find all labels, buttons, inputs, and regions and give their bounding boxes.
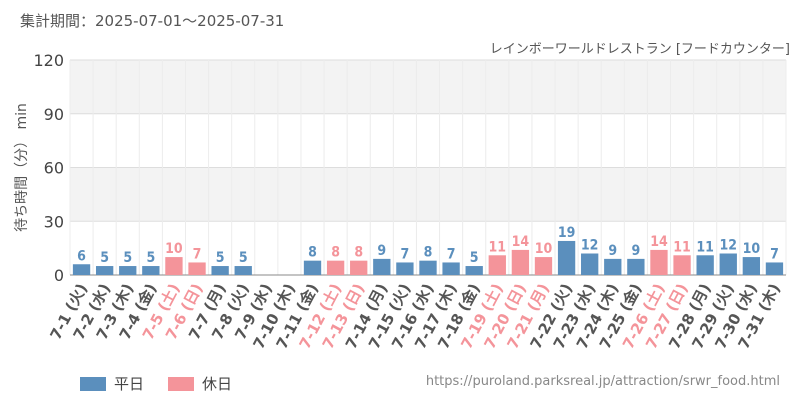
data-label: 10	[165, 241, 183, 257]
bar	[742, 257, 761, 275]
data-label: 9	[608, 243, 617, 259]
data-label: 12	[581, 238, 599, 254]
data-label: 8	[331, 245, 340, 261]
legend-item-weekday: 平日	[80, 373, 144, 394]
bar	[211, 266, 229, 275]
bar	[488, 255, 506, 275]
bar	[765, 262, 784, 275]
data-label: 12	[719, 238, 737, 254]
bar	[604, 258, 622, 275]
y-tick-label: 30	[44, 212, 64, 231]
data-label: 7	[447, 246, 456, 262]
data-label: 5	[239, 250, 248, 266]
data-label: 8	[308, 245, 317, 261]
y-tick-label: 90	[44, 105, 64, 124]
bar	[165, 257, 183, 275]
data-label: 11	[489, 239, 507, 255]
chart-legend: 平日 休日	[80, 373, 256, 394]
y-tick-label: 0	[54, 266, 64, 285]
bar	[442, 262, 460, 275]
data-label: 6	[77, 248, 86, 264]
grid-band	[70, 60, 786, 114]
data-label: 14	[650, 234, 668, 250]
data-label: 7	[401, 246, 410, 262]
data-label: 8	[424, 245, 433, 261]
data-label: 14	[512, 234, 530, 250]
bar	[72, 264, 91, 275]
y-tick-label: 60	[44, 159, 64, 178]
bar	[557, 240, 576, 275]
bar	[465, 266, 483, 275]
grid-band	[70, 167, 786, 222]
legend-item-holiday: 休日	[168, 373, 232, 394]
bar	[234, 266, 252, 275]
source-url: https://puroland.parksreal.jp/attraction…	[425, 374, 780, 389]
bar	[581, 253, 599, 275]
bar	[673, 255, 691, 275]
bar	[650, 249, 668, 275]
bar	[373, 258, 391, 275]
bar	[326, 260, 345, 275]
legend-label-holiday: 休日	[202, 375, 233, 393]
data-label: 9	[631, 243, 640, 259]
chart-subtitle: レインボーワールドレストラン [フードカウンター]	[489, 42, 790, 57]
data-label: 8	[354, 245, 363, 261]
data-label: 5	[123, 250, 132, 266]
legend-label-weekday: 平日	[114, 375, 145, 393]
bar	[419, 260, 437, 275]
data-label: 5	[100, 250, 109, 266]
bar	[396, 262, 414, 275]
bar	[534, 257, 553, 275]
period-label: 集計期間：2025-07-01～2025-07-31	[20, 12, 285, 30]
y-tick-label: 120	[33, 51, 64, 70]
data-label: 9	[377, 243, 386, 259]
data-label: 19	[558, 225, 576, 241]
bar	[188, 262, 206, 275]
data-label: 5	[216, 250, 225, 266]
bar	[627, 258, 645, 275]
data-label: 5	[146, 250, 155, 266]
bar	[696, 255, 714, 275]
data-label: 10	[743, 241, 761, 257]
bar	[142, 266, 160, 275]
legend-swatch-holiday	[168, 376, 195, 391]
legend-swatch-weekday	[80, 376, 106, 391]
bar	[511, 249, 530, 275]
data-label: 7	[770, 246, 779, 262]
data-label: 10	[535, 241, 553, 257]
bar	[719, 253, 737, 275]
data-label: 11	[673, 239, 691, 255]
bar	[303, 260, 322, 275]
data-label: 7	[193, 246, 202, 262]
bar	[350, 260, 368, 275]
bar	[119, 266, 137, 275]
bar	[95, 266, 114, 275]
data-label: 11	[696, 239, 714, 255]
y-axis-label: 待ち時間（分） min	[14, 103, 30, 232]
data-label: 5	[470, 250, 479, 266]
